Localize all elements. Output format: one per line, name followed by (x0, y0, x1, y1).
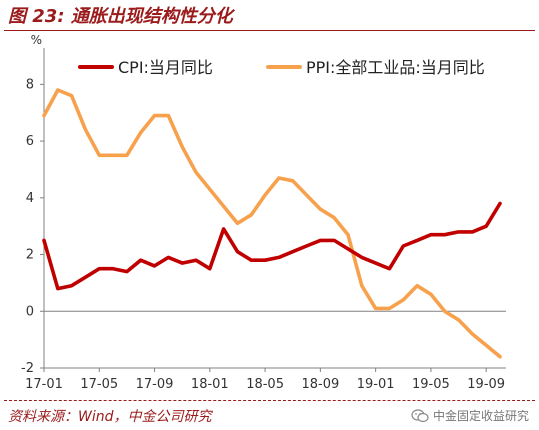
cpi-series-line (42, 201, 502, 291)
figure-title: 图 23: 通胀出现结构性分化 (8, 6, 233, 27)
ppi-legend-label: PPI:全部工业品:当月同比 (306, 58, 485, 77)
y-tick-label: 6 (26, 134, 34, 149)
x-tick-label: 19-09 (467, 377, 505, 392)
cpi-legend-label: CPI:当月同比 (118, 58, 213, 77)
y-tick-label: -2 (21, 361, 34, 376)
x-tick-label: 19-05 (412, 377, 450, 392)
footer-divider (4, 400, 535, 401)
source-note: 资料来源：Wind，中金公司研究 (8, 409, 212, 425)
x-tick-label: 17-09 (136, 377, 174, 392)
watermark-text: 中金固定收益研究 (432, 409, 529, 423)
x-tick-label: 18-09 (301, 377, 339, 392)
y-unit-label: % (31, 33, 42, 47)
x-tick-label: 18-05 (246, 377, 284, 392)
x-tick-label: 18-01 (191, 377, 229, 392)
x-tick-label: 19-01 (357, 377, 395, 392)
wechat-icon (411, 408, 429, 422)
y-tick-label: 0 (26, 304, 34, 319)
chart-axes: % -2 0 2 4 6 8 17-01 17-05 17-09 18-01 18-05 18-09 19… (21, 33, 506, 392)
line-chart: % -2 0 2 4 6 8 17-01 17-05 17-09 18-01 18-05 18-09 19… (21, 33, 506, 392)
x-tick-label: 17-01 (25, 377, 63, 392)
ppi-series-line (42, 88, 502, 359)
x-tick-label: 17-05 (80, 377, 118, 392)
y-tick-label: 8 (26, 77, 34, 92)
y-tick-label: 4 (26, 191, 34, 206)
chart-legend: CPI:当月同比 PPI:全部工业品:当月同比 (78, 58, 485, 77)
series-layer (42, 88, 502, 359)
title-divider (4, 30, 535, 31)
y-tick-label: 2 (26, 248, 34, 263)
watermark: 中金固定收益研究 (411, 407, 529, 424)
